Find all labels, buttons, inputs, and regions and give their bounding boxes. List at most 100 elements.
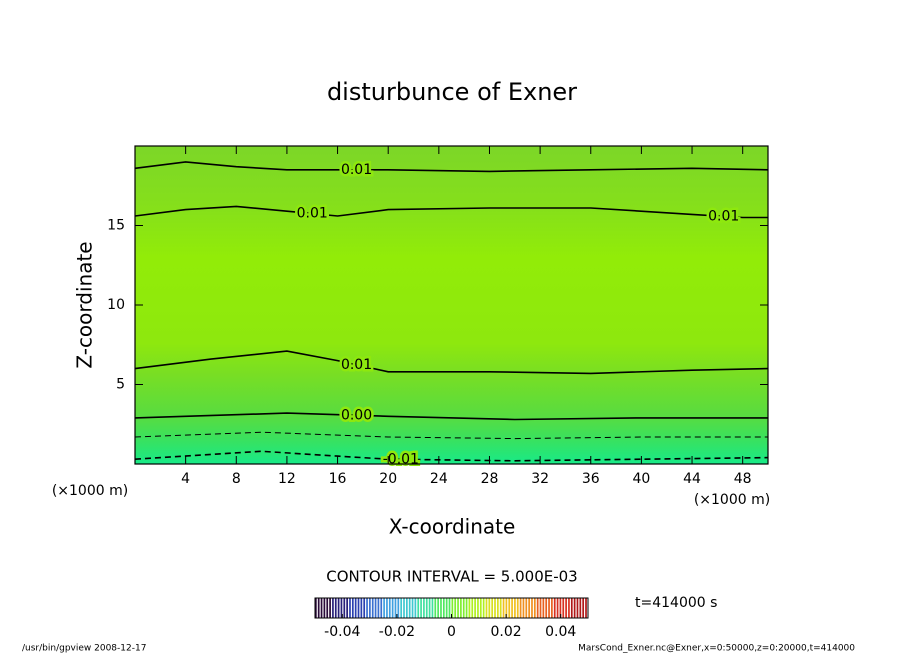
colorbar-stripe bbox=[454, 598, 457, 618]
colorbar-stripe bbox=[499, 598, 502, 618]
contour-line bbox=[134, 161, 769, 173]
colorbar-stripe bbox=[516, 598, 519, 618]
colorbar-stripe bbox=[374, 598, 377, 618]
colorbar-stripe bbox=[400, 598, 403, 618]
colorbar-stripe bbox=[485, 598, 488, 618]
x-tick-label: 12 bbox=[278, 471, 296, 487]
x-tick-label: 20 bbox=[379, 471, 397, 487]
contour-label: 0.01 bbox=[341, 162, 372, 178]
contour-label: 0.01 bbox=[297, 206, 328, 222]
colorbar-stripe bbox=[522, 598, 525, 618]
colorbar-stripe bbox=[497, 598, 499, 618]
colorbar-stripe bbox=[349, 598, 351, 618]
colorbar-stripe bbox=[386, 598, 388, 618]
colorbar-stripe bbox=[371, 598, 374, 618]
colorbar-stripe bbox=[434, 598, 437, 618]
contour-label: -0.01 bbox=[383, 451, 419, 467]
colorbar-stripe bbox=[357, 598, 360, 618]
colorbar-stripe bbox=[428, 598, 431, 618]
colorbar-stripe bbox=[479, 598, 482, 618]
colorbar-tick-label: 0 bbox=[447, 624, 456, 640]
colorbar-stripe bbox=[369, 598, 371, 618]
colorbar-stripe bbox=[391, 598, 394, 618]
contour-label: 0.01 bbox=[708, 208, 739, 224]
colorbar-stripe bbox=[380, 598, 383, 618]
colorbar-stripe bbox=[533, 598, 536, 618]
colorbar-stripe bbox=[394, 598, 397, 618]
footer-right: MarsCond_Exner.nc@Exner,x=0:50000,z=0:20… bbox=[578, 644, 855, 654]
colorbar-cell bbox=[485, 598, 502, 618]
colorbar-stripe bbox=[448, 598, 451, 618]
colorbar-stripe bbox=[360, 598, 363, 618]
colorbar-stripe bbox=[551, 598, 553, 618]
colorbar-stripe bbox=[505, 598, 508, 618]
colorbar-stripe bbox=[414, 598, 417, 618]
colorbar-stripe bbox=[542, 598, 545, 618]
colorbar-stripe bbox=[431, 598, 434, 618]
x-tick-label: 16 bbox=[329, 471, 347, 487]
contour-line bbox=[134, 431, 768, 440]
colorbar-stripe bbox=[340, 598, 343, 618]
x-tick-label: 32 bbox=[531, 471, 549, 487]
colorbar-stripe bbox=[525, 598, 528, 618]
contour-label: 0.01 bbox=[341, 357, 372, 373]
colorbar-stripe bbox=[545, 598, 548, 618]
colorbar-tick-label: -0.04 bbox=[324, 624, 360, 640]
colorbar-stripe bbox=[408, 598, 411, 618]
colorbar-stripe bbox=[437, 598, 439, 618]
colorbar-cell bbox=[570, 598, 587, 618]
colorbar-stripe bbox=[585, 598, 587, 618]
colorbar-tick-label: 0.02 bbox=[491, 624, 522, 640]
x-tick-label: 8 bbox=[232, 471, 241, 487]
colorbar-stripe bbox=[445, 598, 448, 618]
colorbar-cell bbox=[434, 598, 451, 618]
colorbar-cell bbox=[332, 598, 348, 618]
colorbar-stripe bbox=[477, 598, 479, 618]
contour-label: 0.00 bbox=[341, 407, 372, 423]
plot: 0.01 0.01 0.01 0.01 0.00 -0.01 bbox=[134, 159, 769, 470]
colorbar-stripe bbox=[482, 598, 485, 618]
colorbar-cell bbox=[536, 598, 553, 618]
colorbar-stripe bbox=[556, 598, 559, 618]
y-axis-label: Z-coordinate bbox=[73, 241, 97, 368]
colorbar-stripe bbox=[573, 598, 576, 618]
colorbar-stripe bbox=[406, 598, 408, 618]
colorbar-stripe bbox=[323, 598, 326, 618]
x-tick-label: 24 bbox=[430, 471, 448, 487]
colorbar-tick-label: 0.04 bbox=[545, 624, 576, 640]
colorbar-tick-label: -0.02 bbox=[379, 624, 415, 640]
y-tick-label: 5 bbox=[116, 377, 125, 393]
contour-line bbox=[134, 350, 769, 375]
contour-interval: CONTOUR INTERVAL = 5.000E-03 bbox=[326, 568, 577, 586]
colorbar-stripe bbox=[317, 598, 320, 618]
colorbar-stripe bbox=[377, 598, 380, 618]
colorbar-stripe bbox=[315, 598, 317, 618]
colorbar-stripe bbox=[366, 598, 368, 618]
colorbar-stripe bbox=[519, 598, 522, 618]
x-tick-label: 44 bbox=[683, 471, 701, 487]
colorbar-cell bbox=[417, 598, 434, 618]
colorbar-stripe bbox=[354, 598, 357, 618]
colorbar-stripe bbox=[320, 598, 323, 618]
colorbar-stripe bbox=[468, 598, 471, 618]
colorbar-cell bbox=[502, 598, 519, 618]
colorbar-stripe bbox=[329, 598, 331, 618]
colorbar-stripe bbox=[417, 598, 420, 618]
colorbar-stripe bbox=[570, 598, 573, 618]
y-tick-label: 15 bbox=[107, 218, 125, 234]
y-tick-label: 10 bbox=[107, 297, 125, 313]
colorbar-stripe bbox=[565, 598, 567, 618]
colorbar-stripe bbox=[334, 598, 337, 618]
colorbar-cell bbox=[468, 598, 485, 618]
colorbar-stripe bbox=[474, 598, 476, 618]
colorbar-stripe bbox=[337, 598, 340, 618]
colorbar-stripe bbox=[562, 598, 565, 618]
contour-line bbox=[134, 412, 768, 421]
colorbar-stripe bbox=[351, 598, 354, 618]
colorbar-stripe bbox=[397, 598, 400, 618]
colorbar-stripe bbox=[576, 598, 579, 618]
colorbar-stripe bbox=[403, 598, 405, 618]
colorbar-stripe bbox=[514, 598, 516, 618]
colorbar-stripe bbox=[425, 598, 428, 618]
